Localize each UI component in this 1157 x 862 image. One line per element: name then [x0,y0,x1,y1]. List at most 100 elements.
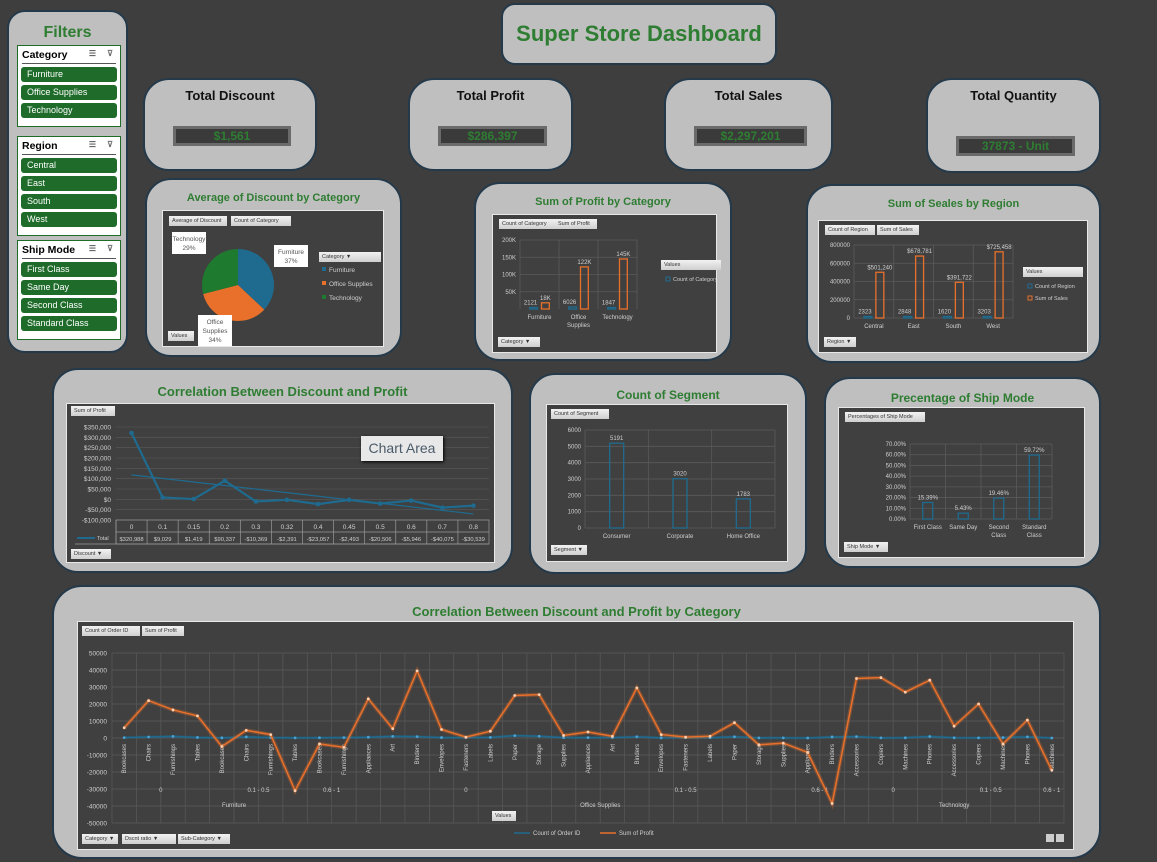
y-tick-label: $250,000 [84,445,111,452]
clear-filter-icon[interactable]: ⊽ [107,244,113,253]
slicer-header: Region ☰ ⊽ [22,140,116,155]
axis-filter-button[interactable]: Category ▼ [82,834,118,844]
data-point [659,736,663,740]
bar [863,315,873,319]
y-tick-label: 6000 [568,428,582,434]
data-point [781,736,785,740]
zoom-out-button[interactable] [1056,834,1064,842]
axis-filter-button[interactable]: Region ▼ [824,337,856,347]
clear-filter-icon[interactable]: ⊽ [107,140,113,149]
field-button[interactable]: Count of Region [825,225,875,235]
clear-filter-icon[interactable]: ⊽ [107,49,113,58]
data-label-category: Technology [173,236,207,243]
data-point [171,734,175,738]
axis-filter-button[interactable]: Discount ▼ [71,549,111,559]
axis-filter-button[interactable]: Segment ▼ [551,545,587,555]
multi-select-icon[interactable]: ☰ [88,140,96,149]
x-tick-label: Paper [732,744,738,760]
data-point [440,736,443,739]
x-tick-label: Same Day [949,525,977,531]
values-button[interactable]: Values [168,331,194,341]
chart-ship-mode-percentage[interactable]: 0.00% 10.00% 20.00% 30.00% 40.00% 50.00% 60.00… [838,407,1085,558]
field-button[interactable]: Count of Order ID [82,626,140,636]
dashboard-title-box: Super Store Dashboard [501,3,777,65]
chart-area-tooltip: Chart Area [361,436,443,461]
y-tick-label: 60.00% [886,453,907,459]
kpi-label: Total Discount [185,88,275,103]
data-label: 3020 [673,472,687,478]
data-point [171,708,175,712]
x-category-label: Technology [939,803,969,809]
axis-filter-button[interactable]: Dscnt ratio ▼ [122,834,176,844]
y-tick-label: $0 [104,497,112,504]
x-tick-label: Consumer [603,534,631,540]
legend-header[interactable]: Values [661,260,721,270]
field-button[interactable]: Average of Discount [169,216,227,226]
x-tick-label: Copiers [977,744,983,765]
chart-pie-discount-by-category[interactable]: Furniture 37% Furniture Office Supplies 34% Of… [162,210,384,347]
x-tick-label: Storage [757,743,763,765]
data-label-category: Office [207,319,224,326]
legend-header[interactable]: Values [1023,267,1083,277]
field-button[interactable]: Sum of Profit [555,219,597,229]
multi-select-icon[interactable]: ☰ [88,244,96,253]
axis-filter-button[interactable]: Category ▼ [498,337,540,347]
slicer-item[interactable]: West [21,212,117,227]
data-point [1025,735,1029,739]
data-point [160,495,165,500]
pie-slice-furniture [238,249,274,310]
y-tick-label: -30000 [87,787,108,794]
slicer-header: Ship Mode ☰ ⊽ [22,244,116,259]
page-title: Super Store Dashboard [516,21,762,46]
chart-discount-profit-correlation[interactable]: $350,000 $300,000 $250,000 $200,000 $150,000… [66,403,495,563]
data-label: $725,458 [987,245,1013,251]
y-tick-label: -$50,000 [85,507,111,514]
chart-sales-by-region[interactable]: 0 200000 400000 600000 800000 2323 2848 1620 320… [818,220,1088,353]
multi-select-icon[interactable]: ☰ [88,49,96,58]
x-tick-label: Supplies [562,744,568,767]
chart-profit-by-category[interactable]: 50K 100K 150K 200K 2121 6026 1847 18K 122K 145K Fu… [492,214,721,353]
data-label: 2848 [898,310,912,316]
values-button[interactable]: Values [492,811,516,821]
slicer-item[interactable]: Standard Class [21,316,117,331]
field-button[interactable]: Count of Category [231,216,291,226]
slicer-item[interactable]: Office Supplies [21,85,117,100]
x-tick-label: Accessories [855,744,861,776]
y-tick-label: 40.00% [886,474,907,480]
field-button[interactable]: Count of Segment [551,409,609,419]
slicer-item[interactable]: Technology [21,103,117,118]
data-point [1001,736,1005,739]
slicer-item[interactable]: Central [21,158,117,173]
slicer-title: Category [22,49,68,61]
data-label-value: 34% [208,337,221,344]
slicer-title: Region [22,140,58,152]
x-tick-label: 0.32 [281,524,294,531]
field-button[interactable]: Sum of Profit [71,406,115,416]
slicer-item[interactable]: First Class [21,262,117,277]
data-point [1001,742,1005,746]
data-point [635,686,639,690]
axis-filter-button[interactable]: Ship Mode ▼ [844,542,888,552]
slicer-item[interactable]: Second Class [21,298,117,313]
slicer-item[interactable]: South [21,194,117,209]
field-button[interactable]: Sum of Sales [877,225,919,235]
trendline [131,474,474,515]
field-button[interactable]: Sum of Profit [142,626,184,636]
field-button[interactable]: Percentages of Ship Mode [845,412,925,422]
chart-profit-by-category-discount[interactable]: 50000 40000 30000 20000 10000 0 -10000 -20000 -3… [77,621,1074,850]
data-label: 145K [616,252,630,258]
slicer-item[interactable]: East [21,176,117,191]
data-table-value: -$5,946 [401,537,421,543]
axis-filter-button[interactable]: Sub-Category ▼ [178,834,230,844]
x-tick-label: Envelopes [659,744,665,772]
legend-filter-button[interactable]: Category ▼ [319,252,381,262]
slicer-item[interactable]: Furniture [21,67,117,82]
slicer-item[interactable]: Same Day [21,280,117,295]
field-button[interactable]: Count of Category [499,219,557,229]
chart-count-of-segment[interactable]: 0 1000 2000 3000 4000 5000 6000 5191 3020 1783 Con… [546,404,788,562]
zoom-in-button[interactable] [1046,834,1054,842]
data-point [757,743,761,747]
data-point [928,735,932,738]
y-tick-label: 50K [505,290,516,296]
data-label: 122K [577,260,591,266]
